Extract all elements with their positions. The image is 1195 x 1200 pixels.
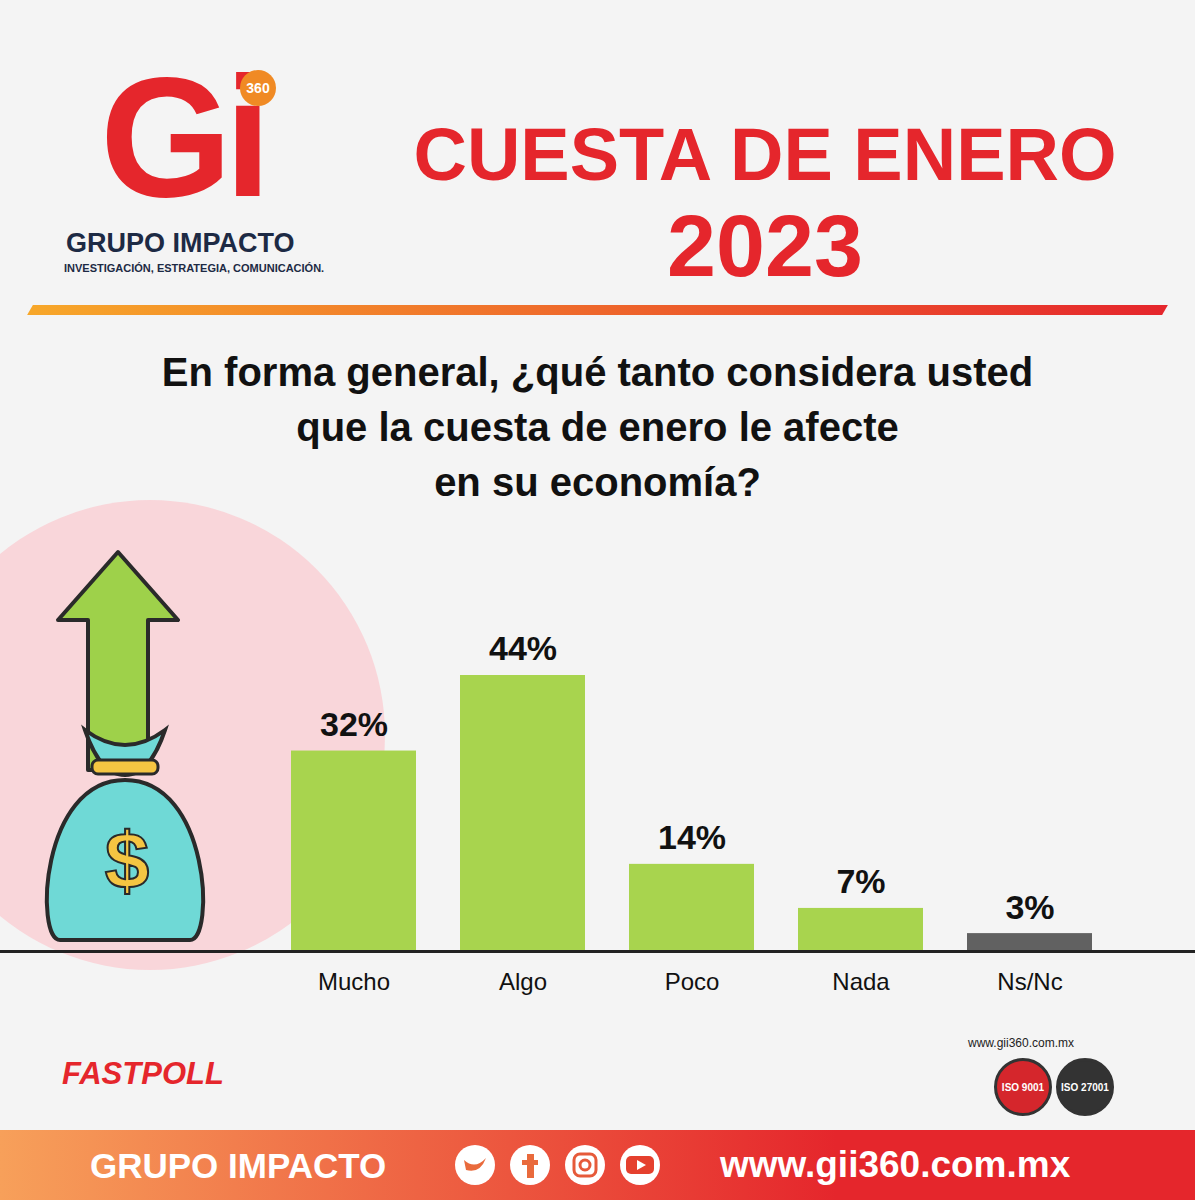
html-text:que la cuesta de enero le afec: que la cuesta de enero le afecte xyxy=(296,405,899,449)
html-text:FASTPOLL: FASTPOLL xyxy=(62,1056,224,1091)
svg-text:Nada: Nada xyxy=(832,968,890,995)
html-text:www.gii360.com.mx: www.gii360.com.mx xyxy=(720,1144,1071,1185)
html-text:GRUPO IMPACTO: GRUPO IMPACTO xyxy=(90,1146,387,1185)
svg-text:Poco: Poco xyxy=(665,968,720,995)
svg-text:14%: 14% xyxy=(658,818,726,856)
html-text:Gi: Gi xyxy=(100,42,264,232)
svg-text:7%: 7% xyxy=(836,862,885,900)
svg-text:$: $ xyxy=(105,816,150,905)
svg-text:Ns/Nc: Ns/Nc xyxy=(997,968,1062,995)
html-text:ISO 9001: ISO 9001 xyxy=(1001,1081,1045,1093)
html-text:2023: 2023 xyxy=(667,196,863,295)
svg-text:3%: 3% xyxy=(1005,887,1054,925)
svg-text:Algo: Algo xyxy=(499,968,547,995)
html-text:GRUPO IMPACTO: GRUPO IMPACTO xyxy=(66,228,295,258)
html-text:En forma general, ¿qué tanto c: En forma general, ¿qué tanto considera u… xyxy=(161,350,1034,394)
html-text:ISO 27001: ISO 27001 xyxy=(1061,1081,1109,1093)
svg-text:32%: 32% xyxy=(320,705,388,743)
svg-text:44%: 44% xyxy=(489,629,557,667)
html-text:CUESTA DE ENERO: CUESTA DE ENERO xyxy=(413,113,1117,196)
html-text:www.gii360.com.mx: www.gii360.com.mx xyxy=(968,1036,1074,1050)
html-text:360: 360 xyxy=(246,80,270,96)
html-text:en su economía?: en su economía? xyxy=(434,460,761,504)
html-text:INVESTIGACIÓN, ESTRATEGIA, COM: INVESTIGACIÓN, ESTRATEGIA, COMUNICACIÓN. xyxy=(64,262,325,274)
svg-text:Mucho: Mucho xyxy=(318,968,390,995)
